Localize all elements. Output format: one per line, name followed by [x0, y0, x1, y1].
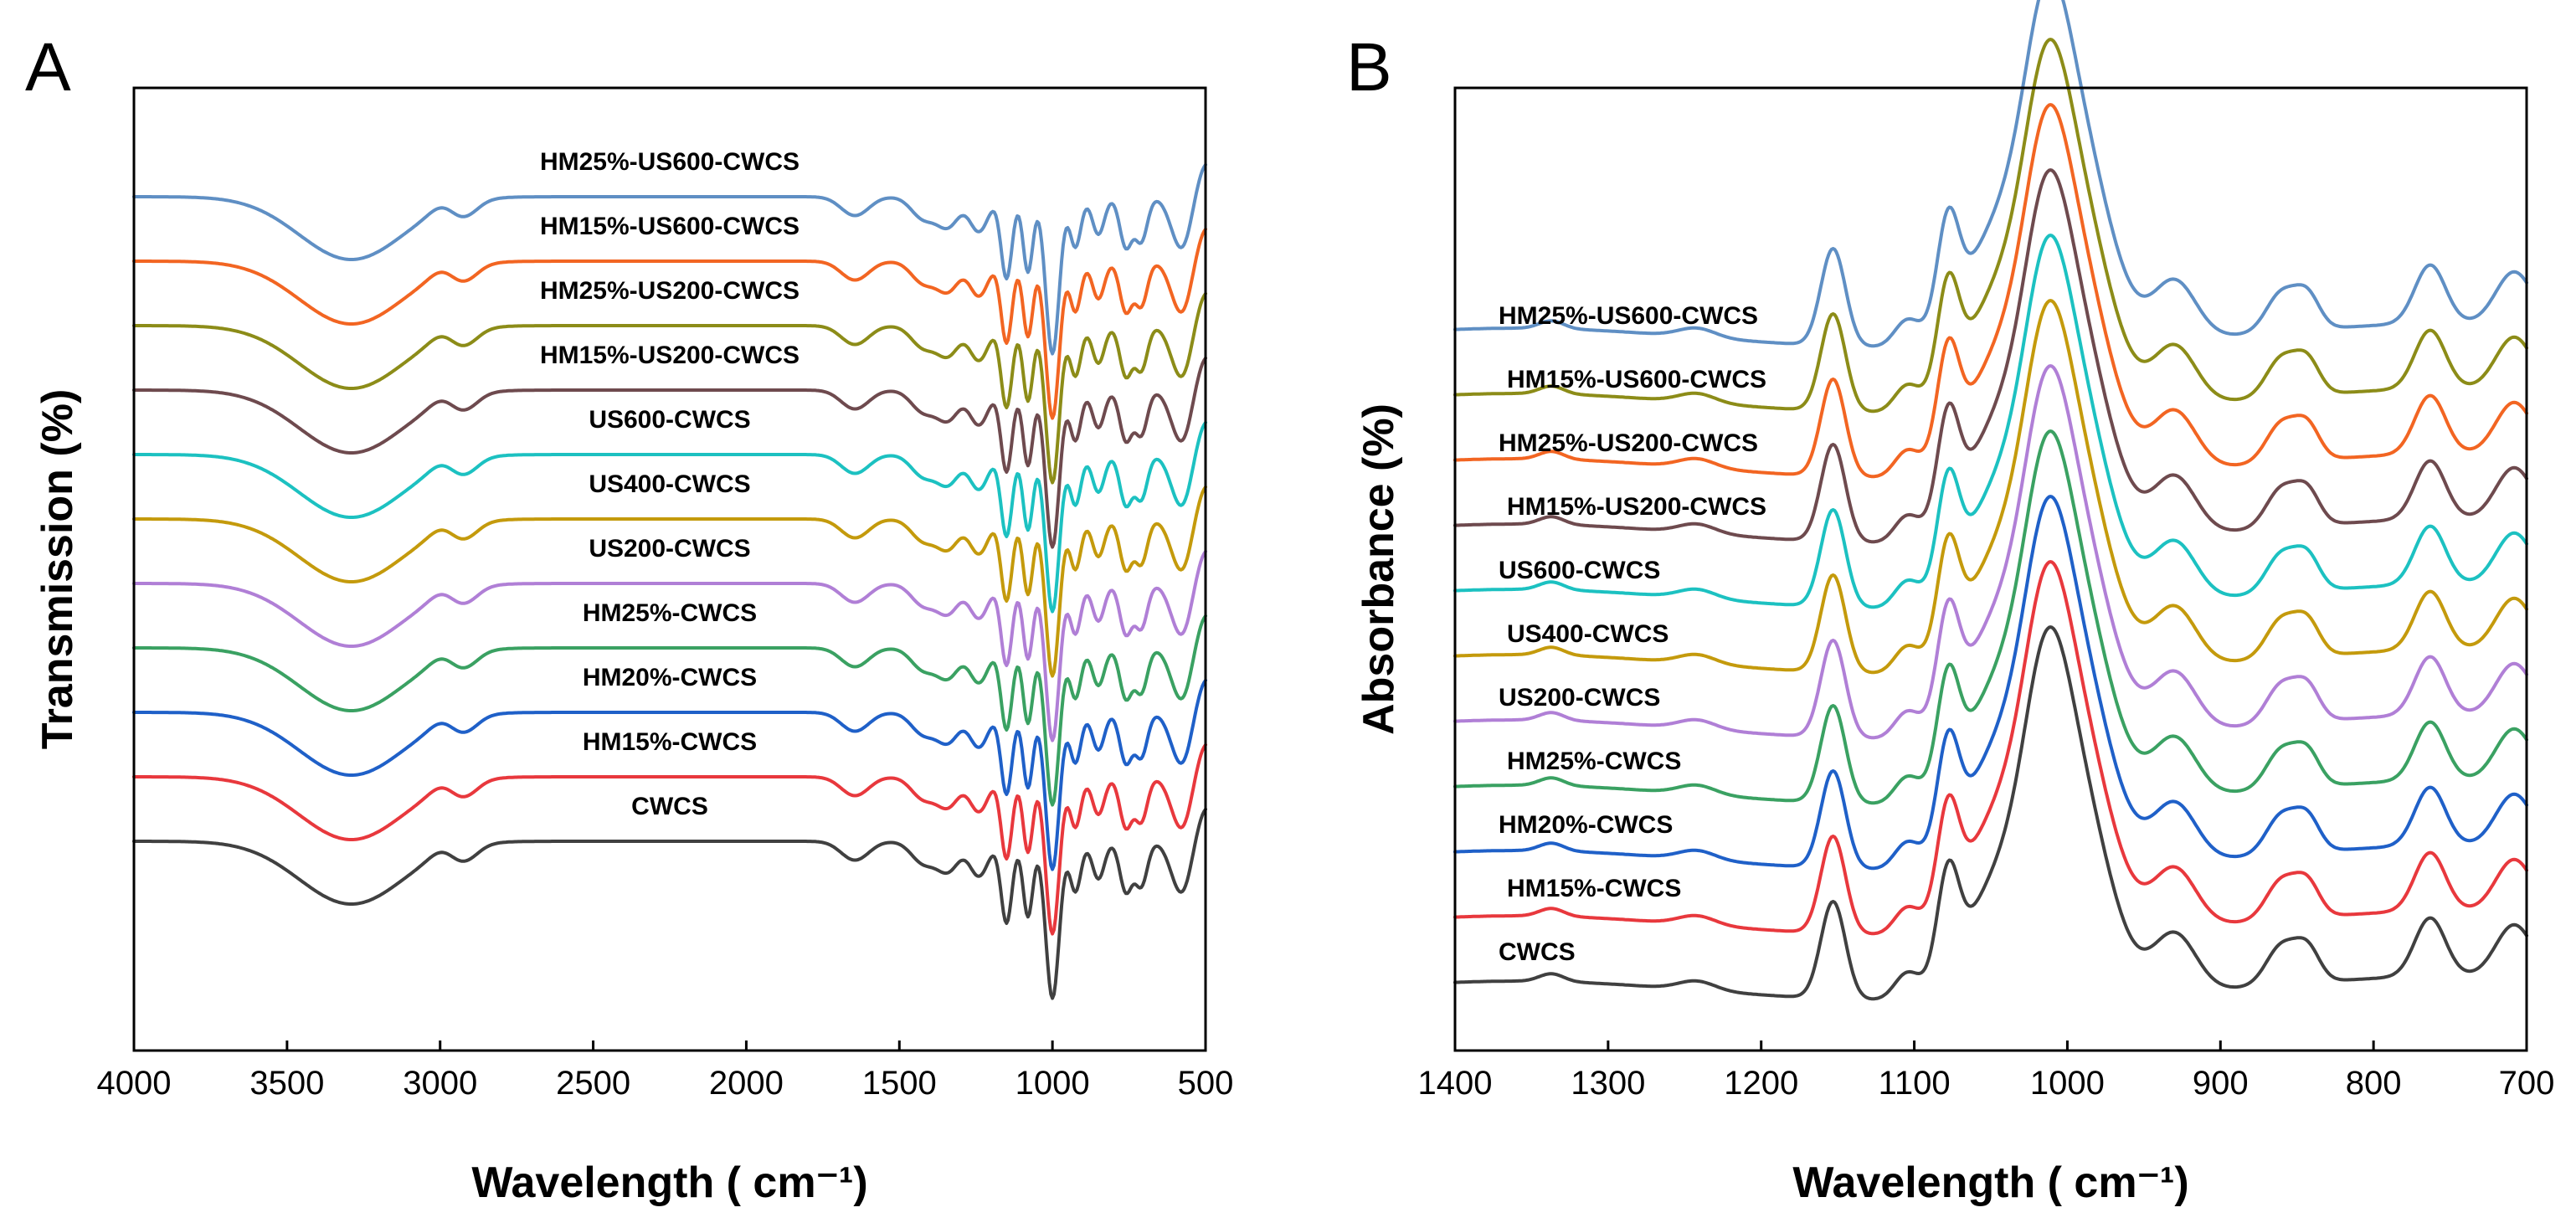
panel-b-series-label: US600-CWCS	[1499, 557, 1660, 584]
panel-b-x-axis-title: Wavelength ( cm⁻¹)	[1792, 1159, 2188, 1207]
panel-a-series-label: US200-CWCS	[589, 535, 750, 563]
panel-b-series-label: HM25%-CWCS	[1507, 748, 1681, 775]
panel-b-x-tick-label: 1100	[1879, 1065, 1951, 1102]
panel-b-series-label: HM20%-CWCS	[1499, 811, 1673, 839]
panel-a-series-line	[132, 162, 1207, 356]
panel-b-series-label: HM25%-US200-CWCS	[1499, 429, 1758, 457]
panel-b-absorbance-chart: B CWCS HM15%-CWCS HM20%-CWCS HM25%-CWCS US20…	[1346, 0, 2554, 1207]
panel-b-series-label: HM15%-CWCS	[1507, 875, 1681, 902]
panel-b-series-line	[1453, 495, 2528, 871]
panel-b-series-line	[1453, 429, 2528, 805]
panel-b-series-line	[1453, 38, 2528, 414]
panel-a-series-label: HM25%-US600-CWCS	[540, 148, 800, 176]
panel-b-plot-frame	[1453, 86, 2528, 1052]
panel-a-series-label: HM15%-US200-CWCS	[540, 342, 800, 369]
panel-b-x-axis-ticks: 1400 1300 1200 1100 1000 900 800 700	[1418, 1040, 2555, 1102]
panel-a-series-label: HM20%-CWCS	[583, 664, 757, 691]
panel-a-x-tick-label: 3000	[403, 1065, 477, 1102]
panel-b-series-line	[1453, 0, 2528, 348]
panel-a-series-line	[132, 614, 1207, 807]
panel-b-x-tick-label: 700	[2499, 1065, 2555, 1102]
panel-b-series-line	[1453, 625, 2528, 1001]
panel-a-series-label: CWCS	[631, 793, 708, 820]
panel-a-x-tick-label: 500	[1178, 1065, 1234, 1102]
panel-b-series-line	[1453, 168, 2528, 544]
panel-a-transmission-chart: A CWCS HM15%-CWCS HM20%-CWCS HM25%-CWCS US20…	[25, 29, 1233, 1207]
panel-a-x-tick-label: 4000	[97, 1065, 172, 1102]
panel-a-x-tick-label: 2500	[556, 1065, 630, 1102]
panel-a-series-line	[132, 291, 1207, 485]
panel-a-series-line	[132, 742, 1207, 936]
panel-a-series-line	[132, 485, 1207, 678]
panel-b-letter: B	[1346, 29, 1392, 105]
panel-b-series-line	[1453, 560, 2528, 936]
panel-b-x-tick-label: 1400	[1418, 1065, 1493, 1102]
panel-a-series-label: HM25%-CWCS	[583, 599, 757, 627]
panel-a-series-line	[132, 420, 1207, 614]
panel-a-series-label: HM15%-US600-CWCS	[540, 213, 800, 240]
panel-a-series-label: US400-CWCS	[589, 470, 750, 498]
panel-a-series-label: US600-CWCS	[589, 406, 750, 434]
panel-a-x-axis-ticks: 4000 3500 3000 2500 2000 1500 1000 500	[97, 1040, 1234, 1102]
panel-a-y-axis-title: Transmission (%)	[33, 389, 82, 750]
panel-b-series-line	[1453, 234, 2528, 609]
panel-b-x-tick-label: 900	[2193, 1065, 2249, 1102]
panel-a-x-tick-label: 2000	[709, 1065, 784, 1102]
panel-a-series-label: HM25%-US200-CWCS	[540, 277, 800, 305]
panel-b-x-tick-label: 1200	[1724, 1065, 1798, 1102]
panel-b-series-label: HM15%-US200-CWCS	[1507, 493, 1766, 521]
panel-b-series-lines	[1453, 0, 2528, 1001]
panel-b-series-line	[1453, 299, 2528, 675]
panel-b-x-tick-label: 1000	[2030, 1065, 2105, 1102]
panel-a-series-label: HM15%-CWCS	[583, 728, 757, 756]
panel-a-series-line	[132, 227, 1207, 420]
panel-a-series-labels: CWCS HM15%-CWCS HM20%-CWCS HM25%-CWCS US200-…	[540, 148, 800, 820]
panel-a-series-line	[132, 807, 1207, 1000]
panel-b-series-line	[1453, 103, 2528, 479]
panel-b-series-labels: CWCS HM15%-CWCS HM20%-CWCS HM25%-CWCS US200-…	[1499, 302, 1766, 966]
panel-b-x-tick-label: 1300	[1571, 1065, 1645, 1102]
panel-a-x-tick-label: 3500	[249, 1065, 324, 1102]
panel-a-series-lines	[132, 162, 1207, 1000]
panel-b-x-tick-label: 800	[2346, 1065, 2402, 1102]
panel-b-series-label: CWCS	[1499, 938, 1576, 966]
panel-a-x-tick-label: 1500	[862, 1065, 937, 1102]
panel-b-series-line	[1453, 364, 2528, 740]
panel-a-letter: A	[25, 29, 71, 105]
panel-a-series-line	[132, 549, 1207, 742]
panel-a-x-axis-title: Wavelength ( cm⁻¹)	[471, 1159, 867, 1207]
panel-b-y-axis-title: Absorbance (%)	[1355, 403, 1403, 735]
panel-b-series-label: HM15%-US600-CWCS	[1507, 366, 1766, 393]
panel-b-series-label: US400-CWCS	[1507, 620, 1668, 648]
panel-a-series-line	[132, 356, 1207, 549]
panel-a-plot-frame	[132, 86, 1207, 1052]
panel-a-series-line	[132, 678, 1207, 871]
panel-b-series-label: US200-CWCS	[1499, 684, 1660, 712]
panel-b-series-label: HM25%-US600-CWCS	[1499, 302, 1758, 330]
panel-a-x-tick-label: 1000	[1015, 1065, 1090, 1102]
